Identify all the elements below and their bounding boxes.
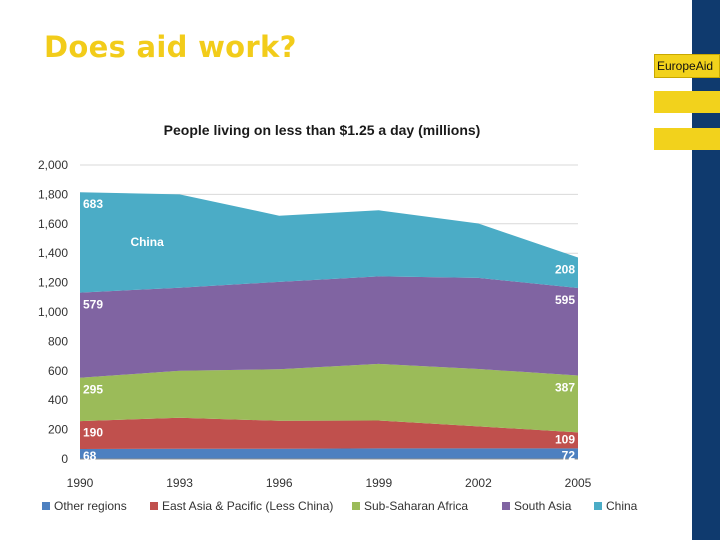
legend-swatch [502, 502, 510, 510]
series-label: China [130, 235, 164, 249]
y-tick-label: 1,400 [38, 246, 68, 260]
y-tick-label: 400 [48, 393, 68, 407]
y-tick-label: 2,000 [38, 158, 68, 172]
area-chart: People living on less than $1.25 a day (… [38, 122, 638, 513]
area-series [80, 417, 578, 449]
legend-item: South Asia [514, 499, 572, 513]
data-label: 72 [562, 448, 576, 462]
area-series [80, 276, 578, 378]
x-tick-label: 1996 [266, 476, 293, 490]
x-tick-label: 1990 [67, 476, 94, 490]
data-label: 295 [83, 383, 103, 397]
brand-stripe-2 [654, 128, 720, 150]
legend-swatch [150, 502, 158, 510]
legend-swatch [594, 502, 602, 510]
legend-swatch [352, 502, 360, 510]
area-series [80, 363, 578, 433]
data-label: 595 [555, 293, 575, 307]
chart-legend: Other regions East Asia & Pacific (Less C… [42, 499, 638, 513]
chart-data-labels: 683 208 579 595 295 387 190 109 68 72 China [83, 197, 575, 463]
chart-areas [80, 192, 578, 459]
brand-sidebar [692, 0, 720, 540]
brand-stripe-1 [654, 91, 720, 113]
brand-name: EuropeAid [657, 59, 714, 73]
data-label: 387 [555, 381, 575, 395]
legend-item: East Asia & Pacific (Less China) [162, 499, 333, 513]
slide-title: Does aid work? [44, 30, 297, 64]
x-tick-label: 2002 [465, 476, 492, 490]
area-series [80, 448, 578, 459]
y-tick-label: 1,600 [38, 217, 68, 231]
x-tick-label: 1999 [365, 476, 392, 490]
legend-item: China [606, 499, 638, 513]
data-label: 683 [83, 197, 103, 211]
y-tick-label: 200 [48, 423, 68, 437]
chart-axes: 0 200 400 600 800 1,000 1,200 1,400 1,600 1,800 2,… [38, 158, 592, 490]
data-label: 109 [555, 432, 575, 446]
y-tick-label: 1,200 [38, 276, 68, 290]
legend-item: Sub-Saharan Africa [364, 499, 468, 513]
x-tick-label: 1993 [166, 476, 193, 490]
data-label: 68 [83, 449, 97, 463]
y-tick-label: 1,000 [38, 305, 68, 319]
x-tick-label: 2005 [565, 476, 592, 490]
brand-logo: EuropeAid [654, 54, 720, 78]
y-tick-label: 1,800 [38, 187, 68, 201]
y-tick-label: 0 [61, 452, 68, 466]
legend-swatch [42, 502, 50, 510]
data-label: 208 [555, 262, 575, 276]
data-label: 190 [83, 425, 103, 439]
area-series [80, 192, 578, 293]
legend-item: Other regions [54, 499, 127, 513]
chart-title: People living on less than $1.25 a day (… [164, 122, 481, 138]
data-label: 579 [83, 298, 103, 312]
y-tick-label: 600 [48, 364, 68, 378]
y-tick-label: 800 [48, 334, 68, 348]
